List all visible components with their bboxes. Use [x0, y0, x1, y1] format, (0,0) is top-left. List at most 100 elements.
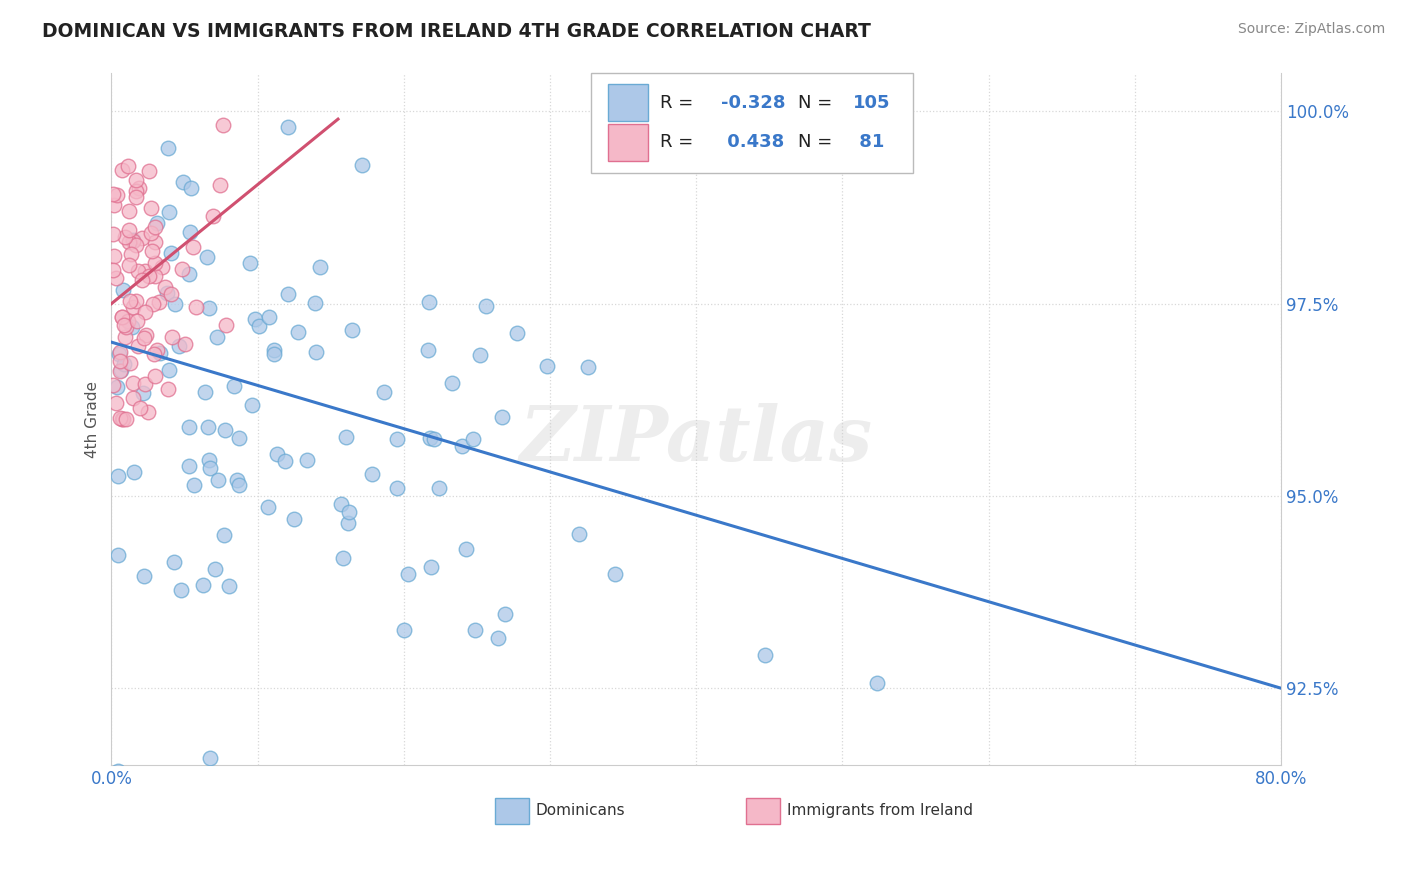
Point [143, 235, 166, 250]
Point [132, 331, 155, 345]
Text: R =: R = [659, 94, 693, 112]
Point [134, 305, 156, 319]
Point [342, 323, 364, 337]
Point [195, 250, 218, 264]
Text: -0.328: -0.328 [721, 94, 785, 112]
Point [128, 180, 150, 194]
Point [157, 205, 180, 219]
Point [335, 430, 357, 444]
Point [134, 264, 156, 278]
Point [127, 263, 149, 277]
Point [193, 578, 215, 592]
Point [125, 238, 148, 252]
Point [201, 210, 224, 224]
Point [127, 339, 149, 353]
Point [121, 391, 143, 405]
Point [205, 330, 228, 344]
Point [353, 813, 375, 827]
Point [111, 283, 134, 297]
Point [332, 551, 354, 566]
Text: N =: N = [799, 94, 832, 112]
Point [120, 247, 142, 261]
Point [186, 300, 208, 314]
Point [385, 432, 408, 446]
Point [143, 220, 166, 235]
Point [149, 346, 172, 360]
Point [110, 362, 132, 376]
Point [287, 325, 309, 339]
Point [107, 347, 129, 361]
Point [108, 411, 131, 425]
Point [754, 648, 776, 662]
Point [125, 314, 148, 328]
FancyBboxPatch shape [609, 84, 648, 121]
Point [228, 478, 250, 492]
Text: 105: 105 [853, 94, 890, 112]
Point [461, 433, 484, 447]
Point [163, 555, 186, 569]
Point [117, 159, 139, 173]
Point [122, 301, 145, 315]
Point [239, 256, 262, 270]
Point [101, 227, 124, 241]
Point [392, 623, 415, 637]
Point [118, 235, 141, 249]
Point [257, 310, 280, 324]
Point [418, 294, 440, 309]
Point [121, 320, 143, 334]
Point [214, 423, 236, 437]
Point [491, 410, 513, 425]
Point [138, 269, 160, 284]
Point [464, 623, 486, 637]
Point [148, 295, 170, 310]
Point [245, 311, 267, 326]
Point [441, 376, 464, 390]
Point [179, 225, 201, 239]
Point [418, 343, 440, 357]
Text: R =: R = [659, 133, 693, 151]
Point [120, 356, 142, 370]
Point [110, 310, 132, 325]
Point [263, 347, 285, 361]
Point [274, 453, 297, 467]
Point [146, 216, 169, 230]
Point [114, 230, 136, 244]
Point [111, 412, 134, 426]
Point [212, 528, 235, 542]
Point [373, 385, 395, 400]
Point [141, 227, 163, 241]
Point [118, 258, 141, 272]
Point [122, 376, 145, 390]
Text: 0.438: 0.438 [721, 133, 785, 151]
Point [112, 357, 135, 371]
Point [112, 318, 135, 332]
Point [138, 164, 160, 178]
Point [576, 360, 599, 375]
Point [160, 329, 183, 343]
Point [101, 186, 124, 201]
Point [141, 201, 163, 215]
Point [105, 379, 128, 393]
Point [240, 398, 263, 412]
Point [172, 174, 194, 188]
Point [134, 569, 156, 583]
Point [105, 188, 128, 202]
Point [155, 280, 177, 294]
Point [157, 363, 180, 377]
Point [134, 376, 156, 391]
Point [337, 505, 360, 519]
Point [167, 339, 190, 353]
Point [114, 319, 136, 334]
Text: Immigrants from Ireland: Immigrants from Ireland [787, 804, 973, 818]
Text: ZIPatlas: ZIPatlas [520, 403, 873, 477]
Point [159, 287, 181, 301]
Point [103, 197, 125, 211]
Point [107, 764, 129, 779]
Point [141, 244, 163, 259]
Point [111, 412, 134, 426]
Point [208, 178, 231, 192]
Point [204, 562, 226, 576]
Point [226, 473, 249, 487]
Point [136, 404, 159, 418]
Point [605, 567, 627, 582]
